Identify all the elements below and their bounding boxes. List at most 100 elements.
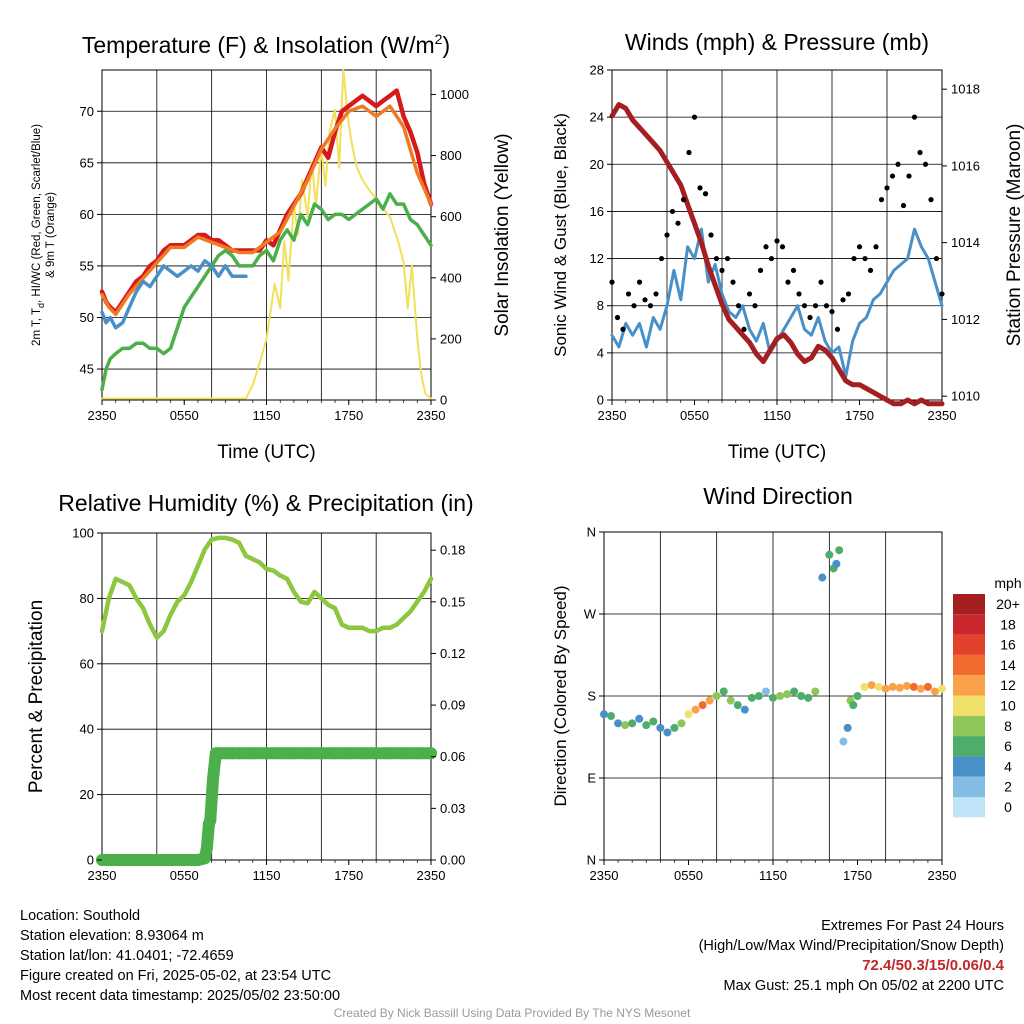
gust-point xyxy=(664,232,670,238)
y-axis-label: 2m T, Td, HI/WC (Red, Green, Scarlet/Blu… xyxy=(31,124,57,346)
created-text: Figure created on Fri, 2025-05-02, at 23… xyxy=(20,968,332,984)
direction-point xyxy=(874,682,883,691)
direction-point xyxy=(916,684,925,693)
direction-point xyxy=(642,721,651,730)
legend-swatch xyxy=(953,675,985,696)
y-tick-label: 24 xyxy=(590,110,604,125)
y-tick-label: 0 xyxy=(597,393,604,408)
y2-tick-label: 400 xyxy=(440,270,462,285)
y2-tick-label: 0.03 xyxy=(440,801,465,816)
gust-point xyxy=(922,161,929,167)
x-tick-label: 0550 xyxy=(680,408,709,423)
direction-point xyxy=(818,573,827,582)
gust-point xyxy=(730,279,736,285)
legend-label: 10 xyxy=(1000,698,1016,714)
legend-label: 12 xyxy=(1000,677,1016,693)
y2-tick-label: 0.18 xyxy=(440,543,465,558)
x-tick-label: 2350 xyxy=(928,868,957,883)
gust-point xyxy=(779,244,786,250)
gust-point xyxy=(785,279,791,285)
gust-point xyxy=(669,208,676,215)
gust-point xyxy=(735,303,742,309)
direction-point xyxy=(663,728,672,737)
y-tick-label: 20 xyxy=(590,157,604,172)
y-tick-label: 65 xyxy=(80,155,94,170)
gust-point xyxy=(658,255,665,262)
direction-point xyxy=(843,723,852,732)
y2-tick-label: 0.15 xyxy=(440,594,465,609)
y-label-subscript: d xyxy=(36,303,46,308)
gust-point xyxy=(768,255,775,262)
station-info: Location: Southold Station elevation: 8.… xyxy=(20,906,340,1006)
series-line xyxy=(609,102,945,407)
y2-tick-label: 600 xyxy=(440,209,462,224)
legend-swatch xyxy=(953,756,985,777)
x-tick-label: 2350 xyxy=(928,408,957,423)
legend-swatch xyxy=(953,797,985,818)
direction-point xyxy=(849,701,858,710)
gust-point xyxy=(796,291,802,297)
chart-title: Wind Direction xyxy=(703,483,853,509)
y-tick-label: 60 xyxy=(80,656,94,671)
y2-tick-label: 0.00 xyxy=(440,853,465,868)
x-tick-label: 0550 xyxy=(170,408,199,423)
temperature-chart: 2350 0550 1150 1750 2350 45 50 55 60 65 70 0 200 400 6… xyxy=(31,31,513,463)
legend-label: 8 xyxy=(1004,718,1012,734)
legend-label: 2 xyxy=(1004,779,1012,795)
series-line xyxy=(100,259,248,330)
gust-point xyxy=(675,220,681,226)
x-axis-label: Time (UTC) xyxy=(217,442,316,463)
direction-point xyxy=(769,693,777,702)
y-tick-label: N xyxy=(587,853,596,868)
direction-point xyxy=(938,684,946,693)
series-line xyxy=(100,104,433,317)
y-tick-label: 40 xyxy=(80,722,94,737)
y-tick-label: 4 xyxy=(597,345,604,360)
gust-point xyxy=(790,267,797,273)
legend-label: 14 xyxy=(1000,657,1016,673)
gust-point xyxy=(834,326,841,332)
legend-label: 4 xyxy=(1004,758,1012,774)
gust-point xyxy=(889,173,896,179)
y2-tick-label: 1016 xyxy=(951,158,980,173)
direction-point xyxy=(909,682,918,691)
x-tick-label: 0550 xyxy=(170,868,199,883)
x-tick-label: 1150 xyxy=(759,868,787,883)
gust-point xyxy=(702,191,709,197)
legend-swatch xyxy=(953,634,985,655)
direction-point xyxy=(895,683,904,692)
direction-point xyxy=(684,710,693,719)
gust-point xyxy=(763,244,769,250)
title-part: ) xyxy=(442,32,450,58)
gust-point xyxy=(939,291,945,297)
direction-point xyxy=(853,692,862,700)
y-tick-label: 16 xyxy=(590,204,604,219)
y2-tick-label: 1000 xyxy=(440,87,469,102)
gust-point xyxy=(884,185,890,191)
y-tick-label: 0 xyxy=(87,853,94,868)
x-tick-label: 1150 xyxy=(253,868,281,883)
y-tick-label: 50 xyxy=(80,310,94,325)
gust-point xyxy=(829,309,835,315)
direction-point xyxy=(740,705,749,714)
gust-point xyxy=(845,291,852,297)
y2-tick-label: 1010 xyxy=(951,389,980,404)
direction-point xyxy=(888,682,897,691)
gust-point xyxy=(642,297,648,303)
y2-tick-label: 0.09 xyxy=(440,698,465,713)
y2-tick-label: 1012 xyxy=(951,312,980,327)
y2-tick-label: 1018 xyxy=(951,82,980,97)
x-tick-label: 2350 xyxy=(590,868,619,883)
gust-point xyxy=(801,303,808,309)
y-tick-label: 80 xyxy=(80,591,94,606)
max-gust-text: Max Gust: 25.1 mph On 05/02 at 2200 UTC xyxy=(723,978,1004,994)
y-tick-label: E xyxy=(587,771,596,786)
direction-point xyxy=(628,719,637,728)
gust-point xyxy=(840,297,846,303)
gust-point xyxy=(686,149,692,156)
gust-point xyxy=(625,291,632,297)
direction-point xyxy=(698,701,707,710)
legend-swatch xyxy=(953,654,985,676)
direction-point xyxy=(930,687,939,696)
